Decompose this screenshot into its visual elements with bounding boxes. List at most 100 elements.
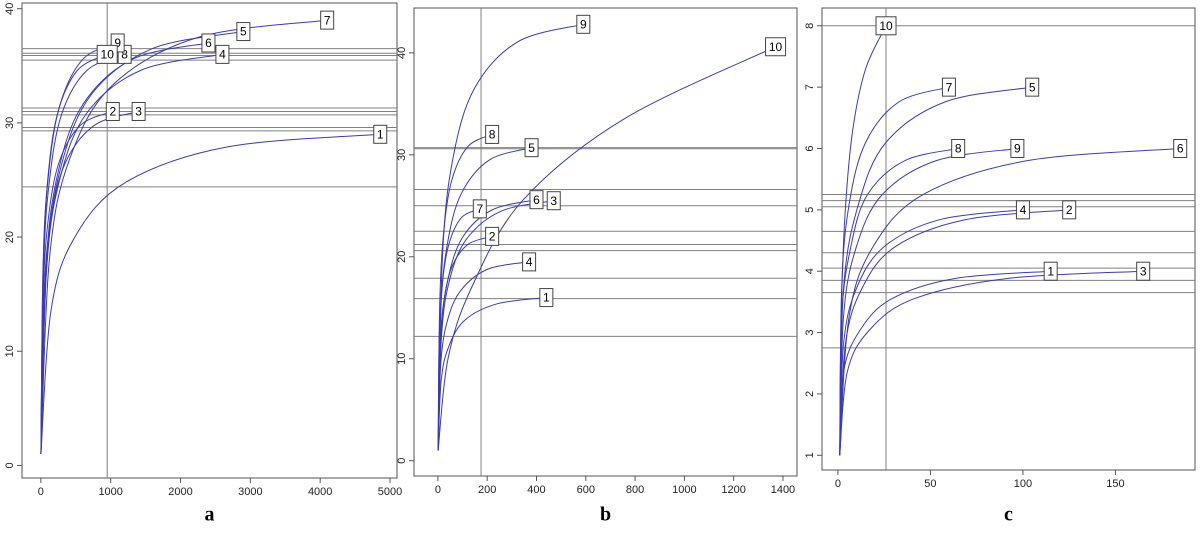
label-box <box>96 44 118 64</box>
series-label: 3 <box>550 194 557 208</box>
series-label: 1 <box>1047 264 1054 278</box>
curve <box>437 297 547 451</box>
curve <box>839 209 1070 456</box>
y-tick-label: 1 <box>804 452 816 458</box>
curve <box>839 209 1023 456</box>
curve <box>40 42 209 455</box>
y-tick-label: 7 <box>804 84 816 90</box>
series-label: 10 <box>101 48 115 62</box>
label-box <box>529 190 544 210</box>
x-tick-label: 100 <box>1014 478 1032 490</box>
curve <box>839 148 1181 456</box>
y-tick-label: 10 <box>4 345 16 357</box>
series-label: 2 <box>109 105 116 119</box>
curve <box>839 86 1033 456</box>
curve <box>839 25 887 456</box>
curve <box>437 147 532 451</box>
plot-frame <box>413 7 798 477</box>
curve <box>437 133 493 451</box>
label-box <box>373 124 388 144</box>
x-tick-label: 0 <box>38 486 44 498</box>
panel: 0 200 400 600 800 1000 1200 1400 0 10 20 30 40 1 2 3 4 5 6… <box>396 7 798 526</box>
panel-caption: c <box>1004 504 1013 526</box>
label-box <box>539 288 554 308</box>
x-tick-label: 1400 <box>771 484 795 496</box>
curve <box>40 133 381 455</box>
label-box <box>236 22 251 42</box>
curve <box>437 46 776 451</box>
label-box <box>576 14 591 34</box>
series-label: 7 <box>324 13 331 27</box>
label-box <box>1173 139 1188 159</box>
x-tick-label: 400 <box>527 484 545 496</box>
x-tick-label: 2000 <box>168 486 192 498</box>
series-label: 7 <box>946 80 953 94</box>
panel-caption: b <box>600 504 611 526</box>
curve <box>437 261 530 451</box>
curve <box>839 86 950 456</box>
curve <box>839 270 1144 456</box>
series-label: 6 <box>205 36 212 50</box>
series-label: 2 <box>1066 203 1073 217</box>
label-box <box>1062 200 1077 220</box>
y-tick-label: 40 <box>396 47 408 59</box>
label-box <box>1136 261 1151 281</box>
label-box <box>1015 200 1030 220</box>
x-tick-label: 0 <box>435 484 441 496</box>
x-tick-label: 50 <box>924 478 936 490</box>
label-box <box>1043 261 1058 281</box>
panel-caption: a <box>205 504 215 526</box>
label-box <box>941 77 956 97</box>
series-label: 4 <box>1020 203 1027 217</box>
series-label: 4 <box>219 48 226 62</box>
label-box <box>546 191 561 211</box>
label-box <box>951 139 966 159</box>
y-tick-label: 6 <box>804 145 816 151</box>
label-box <box>1010 139 1025 159</box>
curve <box>40 110 139 455</box>
curve <box>40 19 328 455</box>
y-tick-label: 10 <box>396 353 408 365</box>
series-label: 9 <box>114 36 121 50</box>
x-tick-label: 1000 <box>98 486 122 498</box>
y-tick-label: 40 <box>4 3 16 15</box>
series-label: 5 <box>1029 80 1036 94</box>
label-box <box>105 101 120 121</box>
series-label: 5 <box>240 25 247 39</box>
series-label: 1 <box>377 127 384 141</box>
plot-frame <box>21 2 398 479</box>
y-tick-label: 4 <box>804 268 816 274</box>
x-tick-label: 150 <box>1106 478 1124 490</box>
x-tick-label: 4000 <box>308 486 332 498</box>
label-box <box>485 226 500 246</box>
series-label: 8 <box>955 142 962 156</box>
y-tick-label: 0 <box>396 458 408 464</box>
plot-frame <box>821 7 1196 471</box>
y-tick-label: 20 <box>396 251 408 263</box>
series-label: 9 <box>580 17 587 31</box>
label-box <box>215 44 230 64</box>
label-box <box>485 124 500 144</box>
curve <box>437 235 493 451</box>
series-label: 3 <box>1140 264 1147 278</box>
y-tick-label: 5 <box>804 207 816 213</box>
series-label: 8 <box>489 128 496 142</box>
series-label: 2 <box>489 230 496 244</box>
series-label: 10 <box>769 40 783 54</box>
series-label: 4 <box>526 255 533 269</box>
series-label: 9 <box>1014 142 1021 156</box>
series-label: 3 <box>135 105 142 119</box>
x-tick-label: 600 <box>577 484 595 496</box>
label-box <box>1025 77 1040 97</box>
curve <box>40 53 108 455</box>
x-tick-label: 1000 <box>672 484 696 496</box>
panel: 0 50 100 150 1 2 3 4 5 6 7 8 1 2 3 4 5 6 7 8 9 10 c <box>804 7 1196 526</box>
series-label: 5 <box>528 141 535 155</box>
y-tick-label: 0 <box>4 462 16 468</box>
x-tick-label: 200 <box>478 484 496 496</box>
series-label: 6 <box>533 193 540 207</box>
curve <box>839 148 1018 456</box>
label-box <box>131 101 146 121</box>
